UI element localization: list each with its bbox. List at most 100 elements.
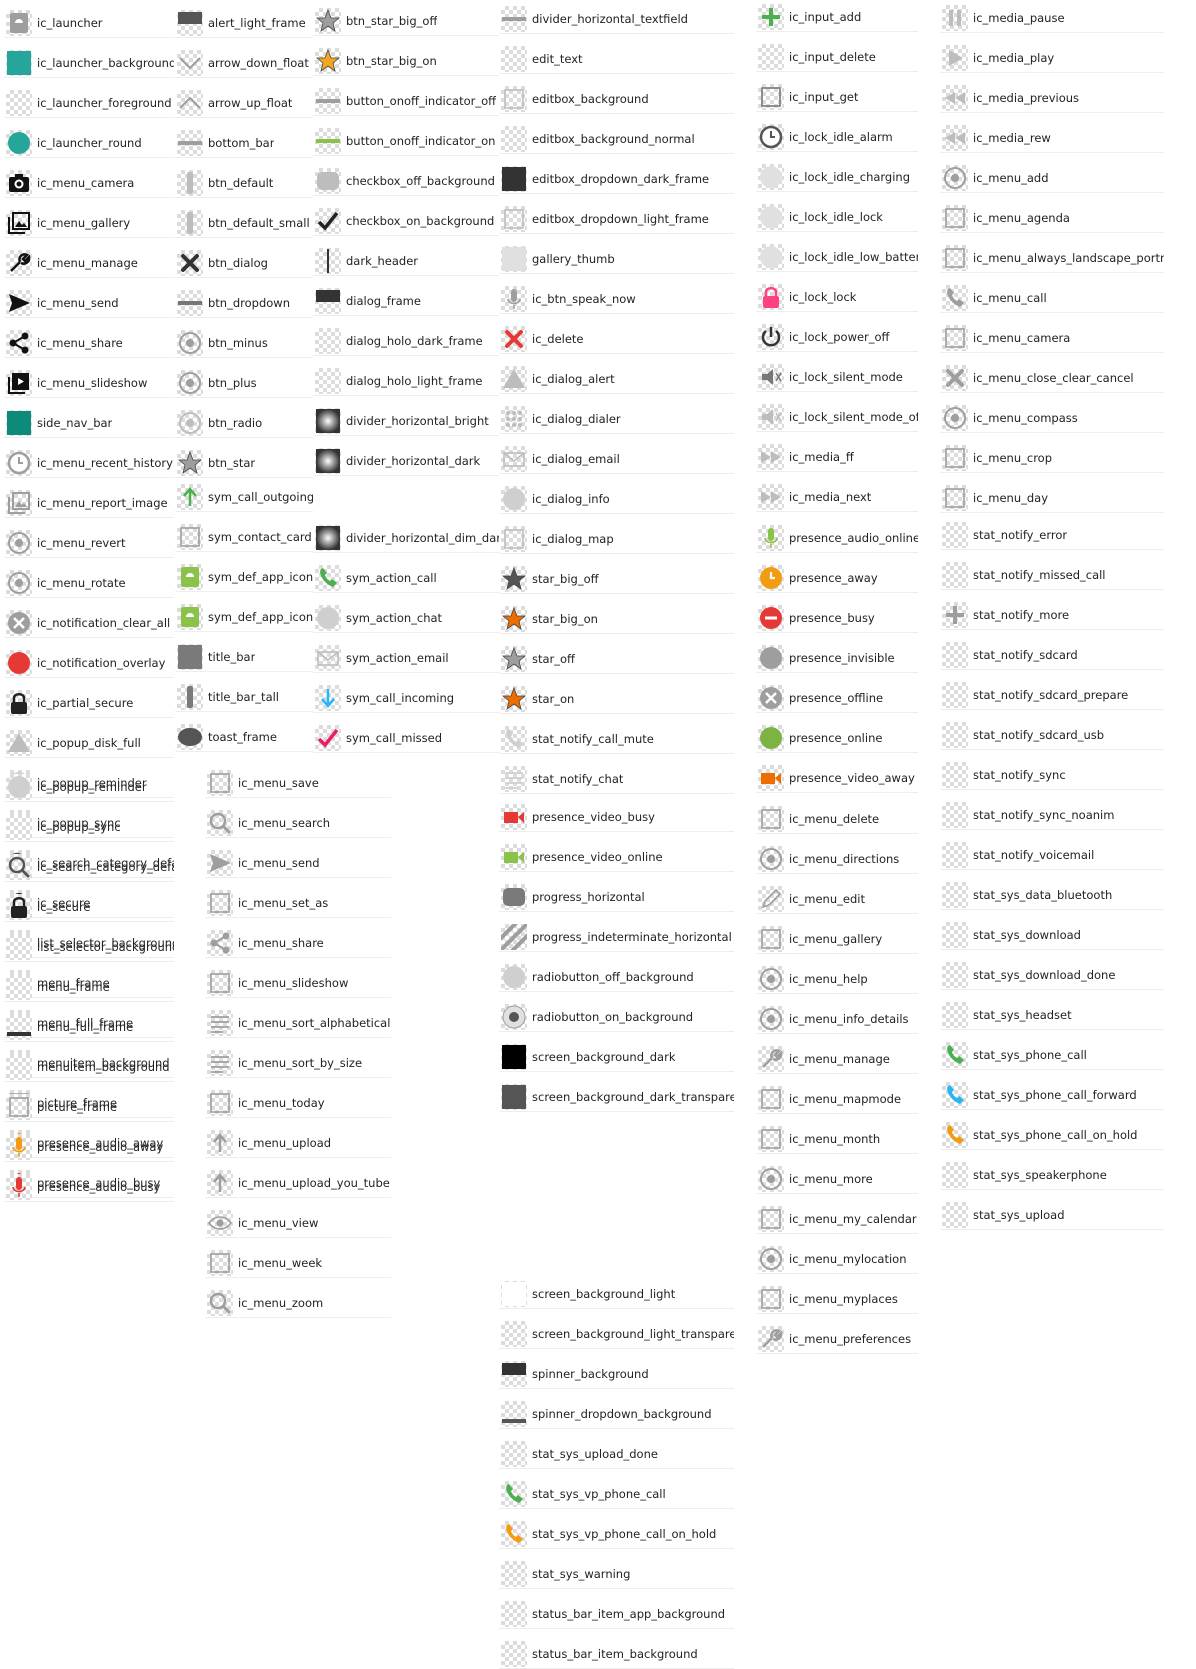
drawable-item[interactable]: btn_dialog	[175, 248, 313, 278]
drawable-item[interactable]: ic_menu_recent_history	[4, 448, 174, 478]
drawable-item[interactable]: edit_text	[499, 44, 734, 74]
drawable-item[interactable]: ic_menu_sort_by_size	[205, 1048, 391, 1078]
drawable-item[interactable]: ic_menu_upload	[205, 1128, 391, 1158]
drawable-item[interactable]: ic_menu_agenda	[940, 203, 1164, 233]
drawable-item[interactable]: ic_menu_share	[4, 328, 174, 358]
drawable-item[interactable]: stat_notify_sdcard_prepare	[940, 680, 1164, 710]
drawable-item[interactable]: arrow_down_float	[175, 48, 313, 78]
drawable-item[interactable]: ic_menu_revert	[4, 528, 174, 558]
drawable-item[interactable]: ic_menu_month	[756, 1124, 918, 1154]
drawable-item[interactable]: dialog_holo_dark_frame	[313, 326, 499, 356]
drawable-item[interactable]: ic_notification_overlay	[4, 648, 174, 678]
drawable-item[interactable]: btn_star_big_on	[313, 46, 499, 76]
drawable-item[interactable]: ic_menu_send	[205, 848, 391, 878]
drawable-item[interactable]: status_bar_item_background	[499, 1639, 734, 1669]
drawable-item[interactable]: stat_sys_speakerphone	[940, 1160, 1164, 1190]
drawable-item[interactable]: ic_media_next	[756, 482, 918, 512]
drawable-item[interactable]: stat_sys_phone_call_forward	[940, 1080, 1164, 1110]
drawable-item[interactable]: editbox_background_normal	[499, 124, 734, 154]
drawable-item[interactable]: btn_star	[175, 448, 313, 478]
drawable-item[interactable]: presence_online	[756, 723, 918, 753]
drawable-item[interactable]: ic_menu_my_calendar	[756, 1204, 918, 1234]
drawable-item[interactable]: bottom_bar	[175, 128, 313, 158]
drawable-item[interactable]: divider_horizontal_dim_dark	[313, 523, 499, 553]
drawable-item[interactable]: editbox_background	[499, 84, 734, 114]
drawable-item[interactable]: btn_default_small	[175, 208, 313, 238]
drawable-item[interactable]: presence_audio_busy	[4, 1172, 174, 1202]
drawable-item[interactable]: stat_notify_missed_call	[940, 560, 1164, 590]
drawable-item[interactable]: dark_header	[313, 246, 499, 276]
drawable-item[interactable]: presence_video_away	[756, 763, 918, 793]
drawable-item[interactable]: stat_notify_call_mute	[499, 724, 734, 754]
drawable-item[interactable]: picture_frame	[4, 1092, 174, 1122]
drawable-item[interactable]: ic_dialog_alert	[499, 364, 734, 394]
drawable-item[interactable]: ic_menu_share	[205, 928, 391, 958]
drawable-item[interactable]: ic_menu_directions	[756, 844, 918, 874]
drawable-item[interactable]: ic_popup_disk_full	[4, 728, 174, 758]
drawable-item[interactable]: presence_invisible	[756, 643, 918, 673]
drawable-item[interactable]: ic_lock_idle_low_battery	[756, 242, 918, 272]
drawable-item[interactable]: stat_sys_data_bluetooth	[940, 880, 1164, 910]
drawable-item[interactable]: screen_background_light_transparent	[499, 1319, 734, 1349]
drawable-item[interactable]: star_on	[499, 684, 734, 714]
drawable-item[interactable]: checkbox_on_background	[313, 206, 499, 236]
drawable-item[interactable]: btn_star_big_off	[313, 6, 499, 36]
drawable-item[interactable]: ic_launcher_foreground	[4, 88, 174, 118]
drawable-item[interactable]: radiobutton_on_background	[499, 1002, 734, 1032]
drawable-item[interactable]: presence_video_busy	[499, 802, 734, 832]
drawable-item[interactable]: sym_action_call	[313, 563, 499, 593]
drawable-item[interactable]: ic_menu_mapmode	[756, 1084, 918, 1114]
drawable-item[interactable]: divider_horizontal_textfield	[499, 4, 734, 34]
drawable-item[interactable]: sym_action_email	[313, 643, 499, 673]
drawable-item[interactable]: ic_menu_delete	[756, 804, 918, 834]
drawable-item[interactable]: sym_call_outgoing	[175, 482, 313, 512]
drawable-item[interactable]: menu_frame	[4, 972, 174, 1002]
drawable-item[interactable]: spinner_background	[499, 1359, 734, 1389]
drawable-item[interactable]: btn_plus	[175, 368, 313, 398]
drawable-item[interactable]: dialog_frame	[313, 286, 499, 316]
drawable-item[interactable]: ic_menu_add	[940, 163, 1164, 193]
drawable-item[interactable]: ic_menu_call	[940, 283, 1164, 313]
drawable-item[interactable]: ic_input_delete	[756, 42, 918, 72]
drawable-item[interactable]: ic_launcher_round	[4, 128, 174, 158]
drawable-item[interactable]: editbox_dropdown_light_frame	[499, 204, 734, 234]
drawable-item[interactable]: radiobutton_off_background	[499, 962, 734, 992]
drawable-item[interactable]: ic_menu_compass	[940, 403, 1164, 433]
drawable-item[interactable]: checkbox_off_background	[313, 166, 499, 196]
drawable-item[interactable]: btn_dropdown	[175, 288, 313, 318]
drawable-item[interactable]: ic_dialog_email	[499, 444, 734, 474]
drawable-item[interactable]: ic_menu_search	[205, 808, 391, 838]
drawable-item[interactable]: stat_sys_upload_done	[499, 1439, 734, 1469]
drawable-item[interactable]: spinner_dropdown_background	[499, 1399, 734, 1429]
drawable-item[interactable]: sym_def_app_icon	[175, 562, 313, 592]
drawable-item[interactable]: ic_menu_send	[4, 288, 174, 318]
drawable-item[interactable]: title_bar_tall	[175, 682, 313, 712]
drawable-item[interactable]: ic_media_ff	[756, 442, 918, 472]
drawable-item[interactable]: stat_notify_sdcard	[940, 640, 1164, 670]
drawable-item[interactable]: presence_video_online	[499, 842, 734, 872]
drawable-item[interactable]: alert_light_frame	[175, 8, 313, 38]
drawable-item[interactable]: ic_menu_edit	[756, 884, 918, 914]
drawable-item[interactable]: btn_radio	[175, 408, 313, 438]
drawable-item[interactable]: ic_menu_always_landscape_portrait	[940, 243, 1164, 273]
drawable-item[interactable]: progress_horizontal	[499, 882, 734, 912]
drawable-item[interactable]: stat_sys_vp_phone_call	[499, 1479, 734, 1509]
drawable-item[interactable]: ic_secure	[4, 892, 174, 922]
drawable-item[interactable]: ic_partial_secure	[4, 688, 174, 718]
drawable-item[interactable]: ic_notification_clear_all	[4, 608, 174, 638]
drawable-item[interactable]: ic_menu_day	[940, 483, 1164, 513]
drawable-item[interactable]: ic_menu_myplaces	[756, 1284, 918, 1314]
drawable-item[interactable]: ic_lock_silent_mode_off	[756, 402, 918, 432]
drawable-item[interactable]: ic_menu_sort_alphabetically	[205, 1008, 391, 1038]
drawable-item[interactable]: ic_dialog_dialer	[499, 404, 734, 434]
drawable-item[interactable]: ic_lock_silent_mode	[756, 362, 918, 392]
drawable-item[interactable]: ic_menu_manage	[4, 248, 174, 278]
drawable-item[interactable]: stat_sys_upload	[940, 1200, 1164, 1230]
drawable-item[interactable]: ic_lock_lock	[756, 282, 918, 312]
drawable-item[interactable]: btn_default	[175, 168, 313, 198]
drawable-item[interactable]: screen_background_dark_transparent	[499, 1082, 734, 1112]
drawable-item[interactable]: stat_sys_phone_call	[940, 1040, 1164, 1070]
drawable-item[interactable]: ic_menu_report_image	[4, 488, 174, 518]
drawable-item[interactable]: toast_frame	[175, 722, 313, 752]
drawable-item[interactable]: ic_menu_zoom	[205, 1288, 391, 1318]
